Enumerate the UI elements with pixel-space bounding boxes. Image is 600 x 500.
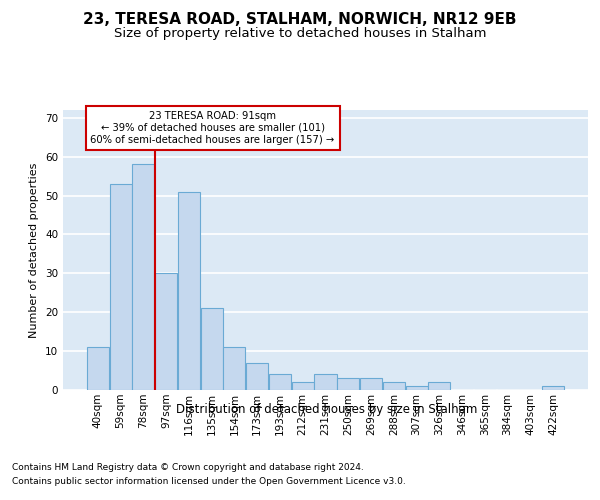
Text: Size of property relative to detached houses in Stalham: Size of property relative to detached ho…	[114, 28, 486, 40]
Text: 23, TERESA ROAD, STALHAM, NORWICH, NR12 9EB: 23, TERESA ROAD, STALHAM, NORWICH, NR12 …	[83, 12, 517, 28]
Bar	[155, 274, 177, 390]
Bar	[406, 386, 428, 390]
Y-axis label: Number of detached properties: Number of detached properties	[29, 162, 40, 338]
Bar	[292, 382, 314, 390]
Text: 23 TERESA ROAD: 91sqm
← 39% of detached houses are smaller (101)
60% of semi-det: 23 TERESA ROAD: 91sqm ← 39% of detached …	[91, 112, 335, 144]
Bar	[246, 363, 268, 390]
Bar	[360, 378, 382, 390]
Bar	[383, 382, 405, 390]
Bar	[87, 347, 109, 390]
Text: Distribution of detached houses by size in Stalham: Distribution of detached houses by size …	[176, 402, 478, 415]
Bar	[542, 386, 564, 390]
Bar	[314, 374, 337, 390]
Bar	[178, 192, 200, 390]
Bar	[223, 347, 245, 390]
Bar	[133, 164, 154, 390]
Bar	[428, 382, 451, 390]
Bar	[337, 378, 359, 390]
Bar	[269, 374, 291, 390]
Text: Contains HM Land Registry data © Crown copyright and database right 2024.: Contains HM Land Registry data © Crown c…	[12, 462, 364, 471]
Text: Contains public sector information licensed under the Open Government Licence v3: Contains public sector information licen…	[12, 478, 406, 486]
Bar	[200, 308, 223, 390]
Bar	[110, 184, 132, 390]
